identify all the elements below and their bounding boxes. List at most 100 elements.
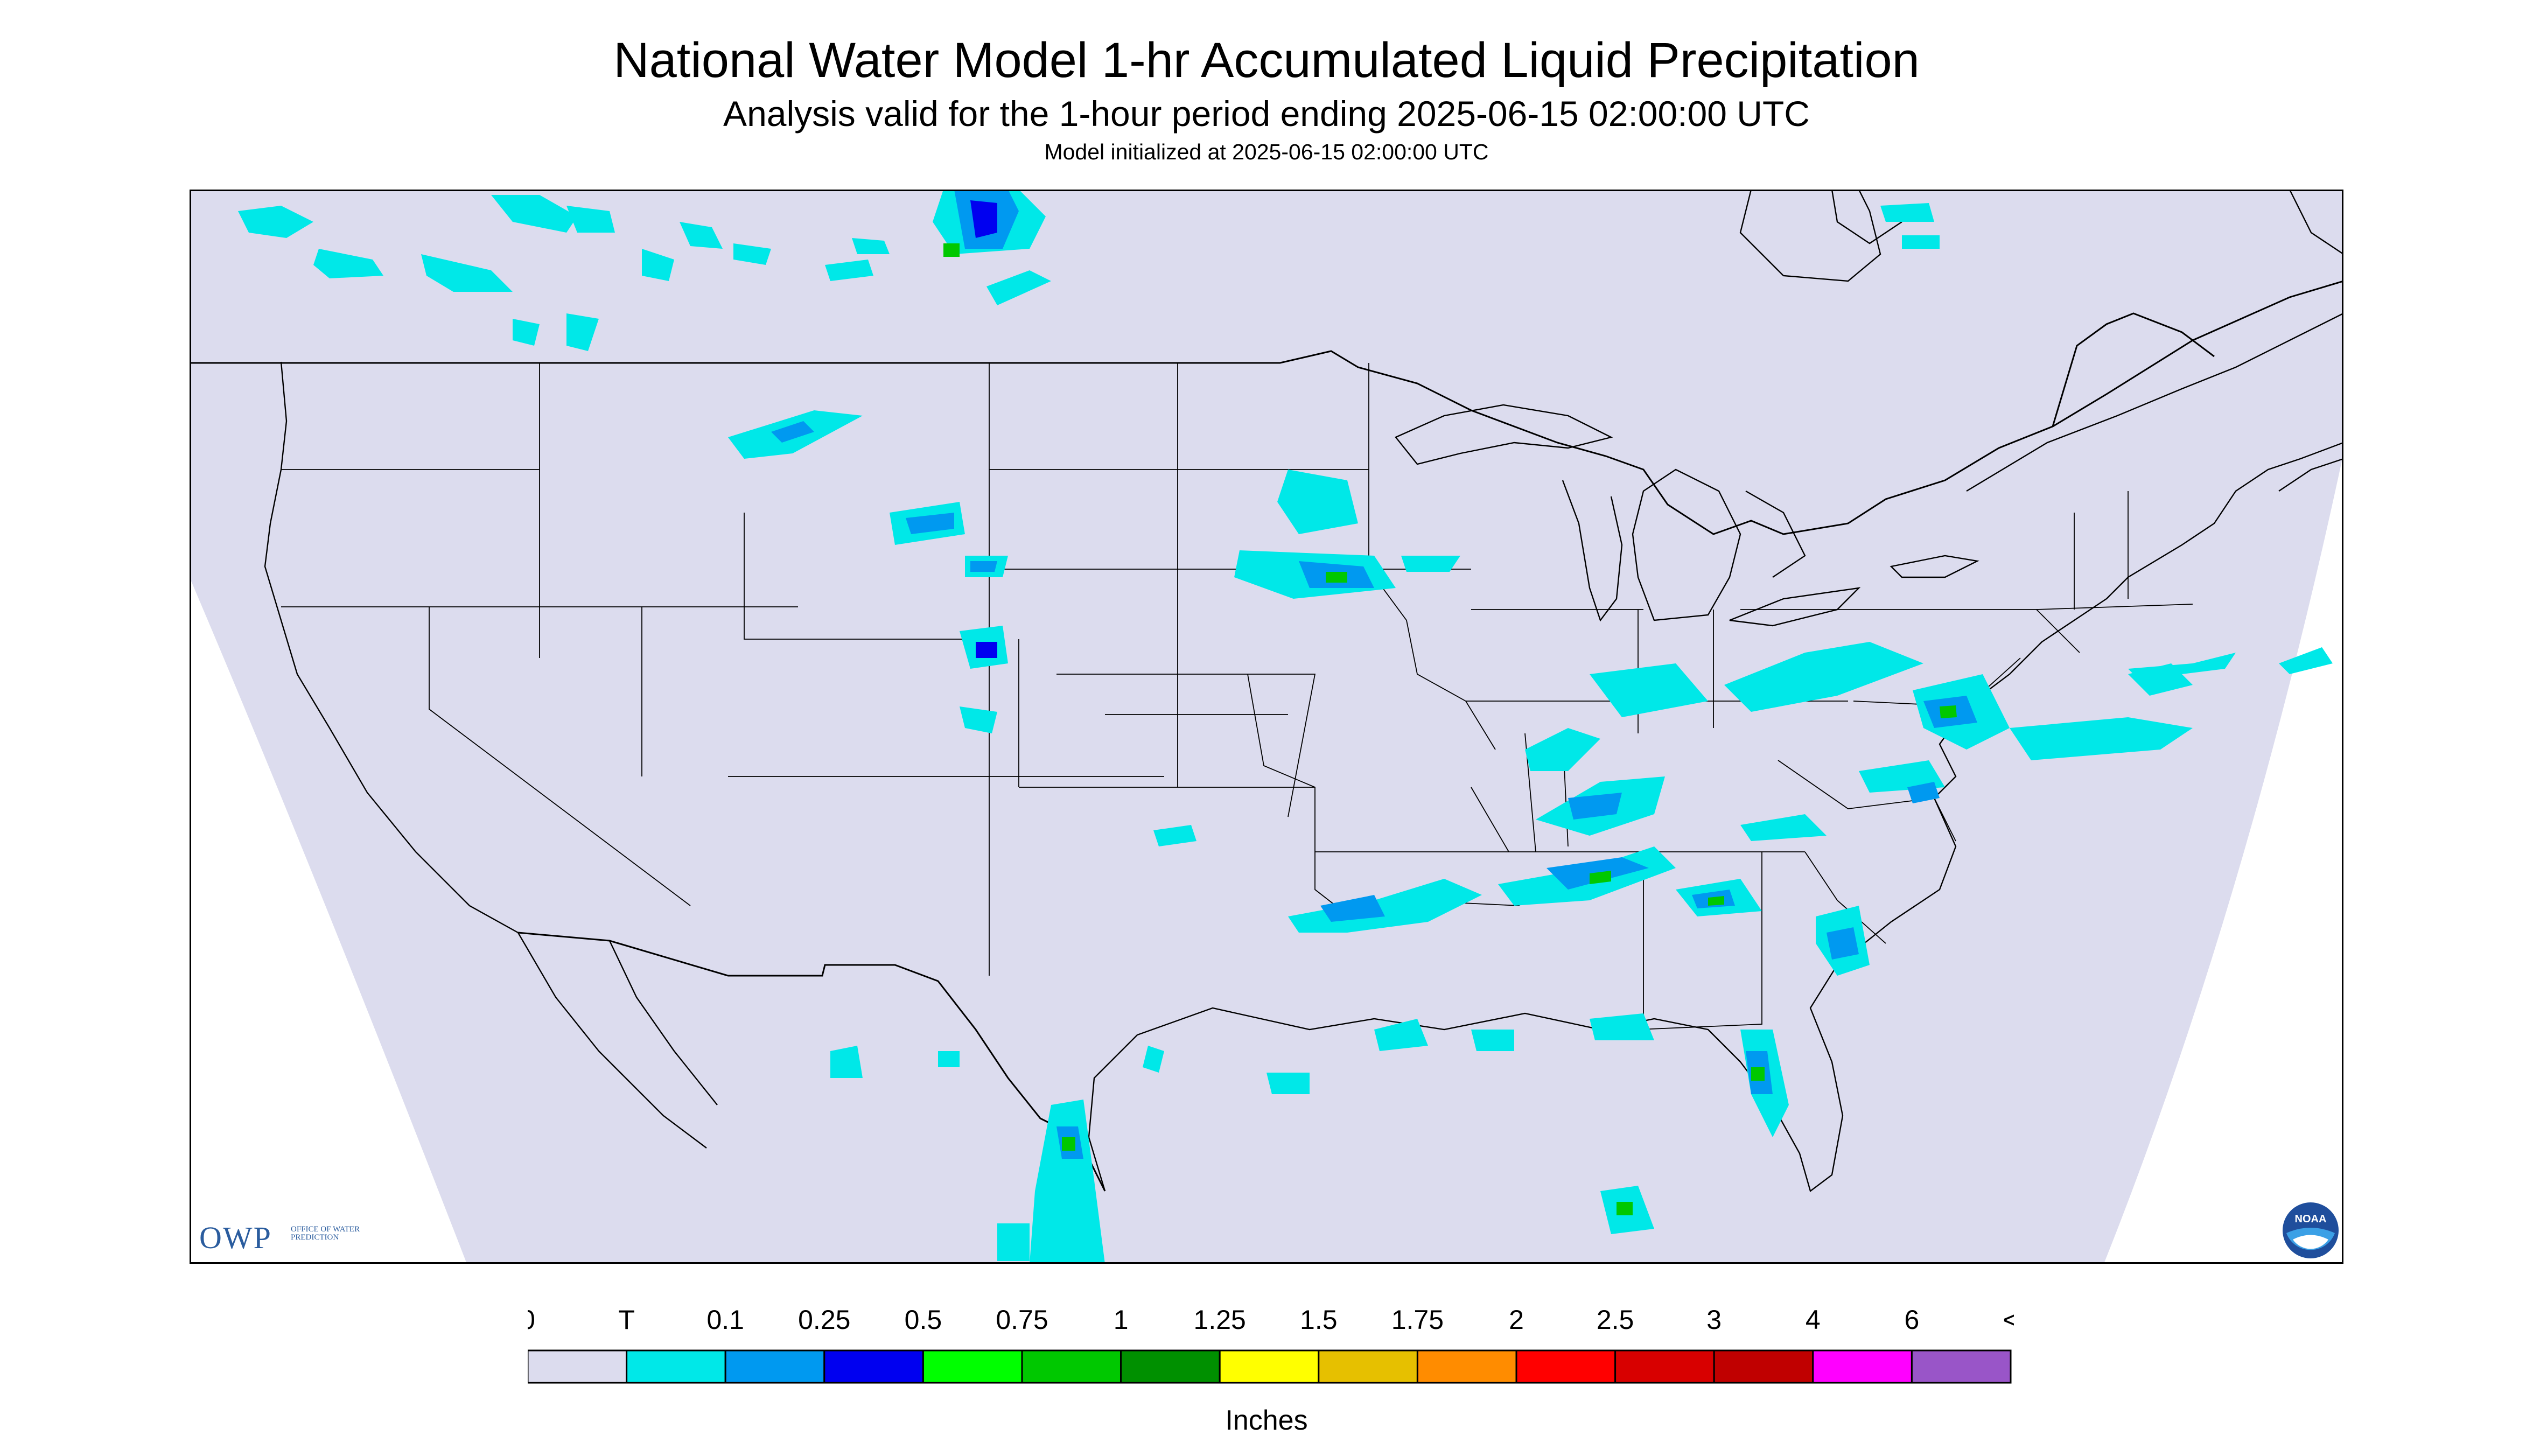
legend-swatch xyxy=(922,1349,1023,1384)
precip-gulf-green xyxy=(1617,1202,1633,1215)
owp-logo: OWP Office of Water Prediction xyxy=(199,1222,372,1256)
precip-sc-1 xyxy=(1740,814,1827,841)
precip-ky-1 xyxy=(1525,728,1600,771)
legend-swatch xyxy=(1021,1349,1122,1384)
legend-swatch xyxy=(528,1349,628,1384)
legend-label: 1 xyxy=(1114,1305,1129,1335)
precipitation-legend: 0 T 0.1 0.25 0.5 0.75 1 1.25 1.5 1.75 2 2.5 3 4 6 < xyxy=(528,1305,2014,1384)
legend-label: 0.1 xyxy=(706,1305,744,1335)
precip-fl-green xyxy=(1751,1067,1765,1081)
precip-manitoba-2 xyxy=(986,270,1051,305)
great-lakes-ontario xyxy=(1890,555,1979,578)
legend-label: 0.5 xyxy=(905,1305,942,1335)
precip-se-green-1 xyxy=(1590,871,1611,884)
precip-atlantic-ne xyxy=(2128,653,2236,680)
legend-label: 2 xyxy=(1509,1305,1524,1335)
precip-alberta-1 xyxy=(491,195,577,233)
model-init-text: Model initialized at 2025-06-15 02:00:00… xyxy=(1044,139,1489,164)
legend-swatch xyxy=(724,1349,825,1384)
precip-tx-1 xyxy=(1143,1046,1164,1073)
map-frame xyxy=(190,190,2343,1264)
legend-label: 0.25 xyxy=(798,1305,850,1335)
legend-swatch xyxy=(1515,1349,1617,1384)
precip-mexico-2 xyxy=(997,1223,1030,1261)
pacific-coast xyxy=(264,361,519,934)
precip-ne-atlantic xyxy=(2279,647,2333,674)
precip-ok xyxy=(1153,825,1196,846)
precip-ga-green xyxy=(1708,896,1724,906)
coastlines xyxy=(264,190,2343,1193)
maine-border xyxy=(2052,312,2215,427)
legend-swatch xyxy=(1713,1349,1814,1384)
precip-ne-core xyxy=(976,642,997,658)
precip-ia-3 xyxy=(1401,556,1460,572)
legend-label: T xyxy=(618,1305,635,1335)
legend-swatch xyxy=(823,1349,924,1384)
legend-swatches xyxy=(528,1349,2012,1384)
precip-manitoba-green xyxy=(943,243,960,257)
legend-label: 0.75 xyxy=(996,1305,1048,1335)
owp-logo-text: OWP xyxy=(199,1220,272,1255)
precip-ia-1 xyxy=(1277,470,1358,534)
precip-mid-atl-1 xyxy=(2010,717,2193,760)
precip-alberta-3 xyxy=(642,249,674,281)
labrador-coast xyxy=(2289,190,2343,255)
precip-mexico-1 xyxy=(1030,1100,1105,1264)
legend-swatch xyxy=(1318,1349,1418,1384)
legend-units: Inches xyxy=(1225,1405,1308,1436)
legend-swatch xyxy=(1614,1349,1715,1384)
precipitation-map xyxy=(190,190,2343,1264)
legend-labels: 0 T 0.1 0.25 0.5 0.75 1 1.25 1.5 1.75 2 2.5 3 4 6 < xyxy=(528,1305,2014,1335)
precip-nc-core xyxy=(1907,782,1940,803)
baja-coast xyxy=(517,932,707,1149)
great-lakes-michigan-peninsula xyxy=(1632,468,1741,621)
precip-alberta-5 xyxy=(566,313,599,351)
legend-label: 1.75 xyxy=(1391,1305,1444,1335)
gulf-coast xyxy=(1088,442,2343,1193)
precip-wy-core xyxy=(906,513,954,534)
legend-label: 6 xyxy=(1904,1305,1919,1335)
st-lawrence xyxy=(1966,312,2343,492)
precip-ga-coast-core xyxy=(1827,927,1859,960)
precip-gulf-3 xyxy=(1590,1013,1654,1040)
legend-swatch xyxy=(1120,1349,1221,1384)
hudson-bay-coast xyxy=(1739,190,1881,282)
legend-swatch xyxy=(1416,1349,1517,1384)
precip-sask-2 xyxy=(733,243,771,265)
nova-scotia-coast xyxy=(2278,458,2343,492)
great-lakes-huron xyxy=(1745,490,1806,578)
legend-label: 0 xyxy=(528,1305,535,1335)
precip-gulf-4 xyxy=(1266,1073,1310,1094)
legend-label: 2.5 xyxy=(1597,1305,1634,1335)
gulf-of-california xyxy=(608,940,718,1105)
precip-bc-2 xyxy=(313,249,383,278)
noaa-logo-gull xyxy=(2293,1235,2328,1249)
legend-label: 1.25 xyxy=(1194,1305,1246,1335)
country-boundaries xyxy=(190,280,2343,1192)
precip-wv-1 xyxy=(1724,642,1923,712)
legend-swatch xyxy=(1911,1349,2012,1384)
precip-se-core-1 xyxy=(1320,895,1385,922)
precip-bc-1 xyxy=(238,206,313,238)
map-title: National Water Model 1-hr Accumulated Li… xyxy=(613,33,1920,88)
legend-swatch xyxy=(1812,1349,1913,1384)
precipitation-areas xyxy=(238,190,2333,1264)
precip-mexico-4 xyxy=(938,1051,960,1067)
precip-alberta-4 xyxy=(513,319,540,346)
precip-alberta-2 xyxy=(566,206,615,233)
precip-ia-green xyxy=(1326,572,1347,583)
precip-manitoba-heavy xyxy=(970,200,997,238)
owp-logo-subtext: Office of Water Prediction xyxy=(291,1225,360,1242)
precip-va-green xyxy=(1940,705,1957,718)
precip-ontario-n-2 xyxy=(1902,235,1940,249)
great-lakes-superior xyxy=(1395,404,1613,465)
legend-label: 3 xyxy=(1706,1305,1722,1335)
james-bay-coast xyxy=(1831,190,1902,244)
noaa-logo: NOAA xyxy=(2283,1202,2339,1258)
map-subtitle: Analysis valid for the 1-hour period end… xyxy=(723,94,1810,134)
precip-bc-3 xyxy=(421,254,513,292)
map-domain xyxy=(190,190,2343,1264)
precip-sask-4 xyxy=(852,238,890,254)
precip-montana-core xyxy=(771,421,814,443)
us-canada-border xyxy=(190,280,2343,535)
